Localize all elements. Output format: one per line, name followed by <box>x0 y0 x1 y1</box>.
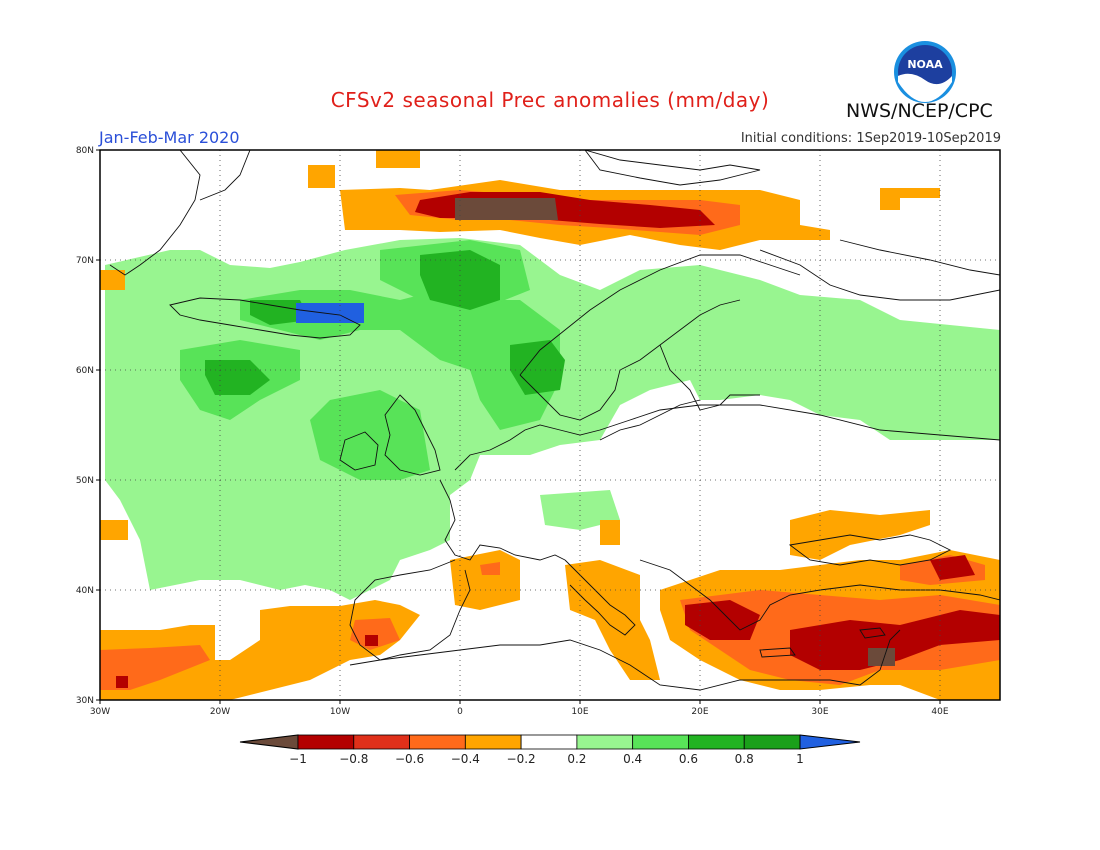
legend-swatch <box>297 734 355 750</box>
legend-swatch <box>632 734 689 750</box>
legend-tick-label: −0.8 <box>339 752 368 766</box>
lon-label-20e: 20E <box>691 707 708 717</box>
legend-tick-label: 0.2 <box>567 752 586 766</box>
lon-label-30e: 30E <box>811 707 828 717</box>
initial-conditions-label: Initial conditions: 1Sep2019-10Sep2019 <box>740 131 1001 146</box>
legend-tick-label: 0.6 <box>679 752 698 766</box>
chart-title: CFSv2 seasonal Prec anomalies (mm/day) <box>330 88 770 112</box>
agency-label: NWS/NCEP/CPC <box>846 100 993 122</box>
lon-label-0: 0 <box>457 707 463 717</box>
lon-label-10e: 10E <box>571 707 588 717</box>
legend-tick-label: −0.6 <box>395 752 424 766</box>
logo-lettering: NOAA <box>907 58 943 71</box>
legend-tick-label: 1 <box>796 752 804 766</box>
lat-ticks <box>96 149 100 701</box>
precip-anomaly-map: 30N 40N 50N 60N 70N 80N 30W 20W 10W 0 10… <box>76 146 1001 717</box>
legend-swatch <box>409 734 466 750</box>
coastlines <box>109 150 1000 691</box>
lat-label-60n: 60N <box>76 366 94 376</box>
lat-label-40n: 40N <box>76 586 94 596</box>
map-frame <box>99 149 1001 701</box>
iceland-strong-wet-cell <box>296 303 364 323</box>
lon-label-10w: 10W <box>330 707 350 717</box>
legend-tick-label: −0.4 <box>451 752 480 766</box>
legend-arrow-high <box>799 734 861 750</box>
period-label: Jan-Feb-Mar 2020 <box>99 128 240 147</box>
lon-label-40e: 40E <box>931 707 948 717</box>
lat-label-30n: 30N <box>76 696 94 706</box>
lon-ticks <box>99 700 941 704</box>
lat-label-80n: 80N <box>76 146 94 156</box>
noaa-logo: NOAA <box>894 41 956 103</box>
graticule <box>100 150 1000 700</box>
lat-label-50n: 50N <box>76 476 94 486</box>
legend-swatch <box>464 734 522 750</box>
legend-tick-label: 0.8 <box>735 752 754 766</box>
legend-arrow-low <box>239 734 299 750</box>
legend-swatch <box>520 734 578 750</box>
lon-label-20w: 20W <box>210 707 230 717</box>
legend-swatch <box>743 734 801 750</box>
wet-strong-area <box>205 250 565 395</box>
legend-tick-label: −0.2 <box>507 752 536 766</box>
legend-swatch <box>688 734 745 750</box>
legend-swatch <box>353 734 410 750</box>
legend-tick-label: 0.4 <box>623 752 642 766</box>
lon-label-30w: 30W <box>90 707 110 717</box>
lat-label-70n: 70N <box>76 256 94 266</box>
legend-swatch <box>576 734 634 750</box>
extreme-dry-area <box>455 198 895 666</box>
legend-tick-label: −1 <box>289 752 307 766</box>
